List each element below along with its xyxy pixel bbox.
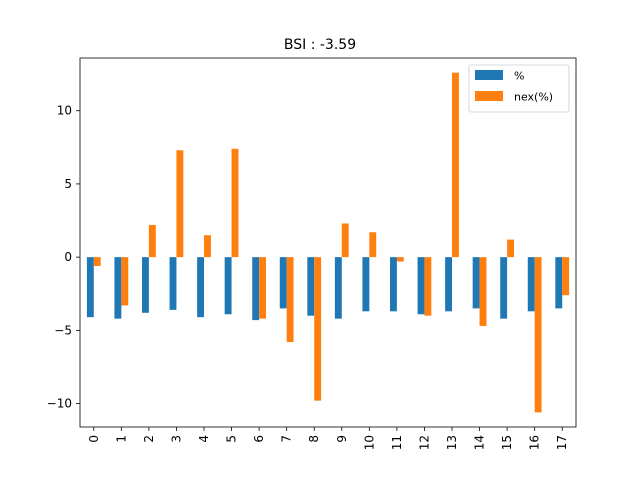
x-axis-ticks: 0 1 2 3 4 5 6 7 8 9 10 11 12 13 14 15 16 17 <box>87 427 569 450</box>
y-axis-ticks: −10 −5 0 5 10 <box>47 104 80 411</box>
x-tick-label: 17 <box>555 435 569 450</box>
bar-nex-14 <box>479 257 487 326</box>
y-tick-label: 5 <box>64 177 72 191</box>
bar-nex-3 <box>176 150 184 258</box>
x-tick-label: 1 <box>114 435 128 443</box>
legend-label-percent: % <box>514 70 524 83</box>
bar-nex-17 <box>562 257 570 296</box>
bar-percent-12 <box>417 257 425 315</box>
bar-percent-1 <box>114 257 122 319</box>
x-tick-label: 4 <box>197 435 211 443</box>
bars-group <box>86 72 570 413</box>
bar-nex-4 <box>204 235 211 258</box>
bar-percent-2 <box>142 257 149 313</box>
bar-nex-11 <box>396 257 404 262</box>
x-tick-label: 0 <box>87 435 101 443</box>
bar-percent-15 <box>500 257 508 319</box>
bar-nex-15 <box>507 239 514 258</box>
bar-nex-10 <box>369 232 377 258</box>
x-tick-label: 7 <box>280 435 294 443</box>
legend-swatch-nex-percent <box>475 91 503 101</box>
bar-nex-12 <box>424 257 432 316</box>
bar-nex-6 <box>259 257 266 319</box>
x-tick-label: 3 <box>169 435 183 443</box>
bar-percent-4 <box>197 257 204 318</box>
bar-nex-0 <box>93 257 101 266</box>
bar-nex-13 <box>452 72 459 258</box>
legend-swatch-percent <box>475 70 503 80</box>
x-tick-label: 8 <box>307 435 321 443</box>
x-tick-label: 2 <box>142 435 156 443</box>
y-tick-label: 10 <box>57 104 72 118</box>
bar-nex-7 <box>286 257 294 343</box>
y-tick-label: −10 <box>47 397 72 411</box>
bar-percent-11 <box>390 257 397 312</box>
bar-percent-0 <box>86 257 94 318</box>
bar-nex-1 <box>121 257 129 306</box>
x-tick-label: 10 <box>362 435 376 450</box>
legend: % nex(%) <box>468 64 570 113</box>
bar-percent-8 <box>307 257 315 316</box>
bar-nex-9 <box>341 223 349 258</box>
bar-percent-10 <box>362 257 370 312</box>
bar-percent-3 <box>169 257 177 310</box>
chart-title: BSI : -3.59 <box>284 37 356 53</box>
x-tick-label: 11 <box>390 435 404 450</box>
x-tick-label: 16 <box>528 435 542 450</box>
x-tick-label: 9 <box>335 435 349 443</box>
bar-percent-7 <box>279 257 287 309</box>
x-tick-label: 5 <box>225 435 239 443</box>
bar-percent-6 <box>252 257 260 321</box>
x-tick-label: 6 <box>252 435 266 443</box>
bar-percent-17 <box>555 257 563 309</box>
x-tick-label: 14 <box>473 435 487 450</box>
x-tick-label: 12 <box>417 435 431 450</box>
bar-nex-5 <box>231 148 239 258</box>
plot-area-frame <box>79 57 577 428</box>
bar-percent-9 <box>334 257 342 319</box>
bar-nex-8 <box>314 257 322 401</box>
x-tick-label: 15 <box>500 435 514 450</box>
y-tick-label: 0 <box>64 250 72 264</box>
x-tick-label: 13 <box>445 435 459 450</box>
y-tick-label: −5 <box>54 323 72 337</box>
bar-percent-13 <box>445 257 452 312</box>
bar-nex-16 <box>534 257 542 413</box>
bar-percent-5 <box>224 257 232 315</box>
bar-percent-14 <box>472 257 480 309</box>
bar-nex-2 <box>148 224 156 258</box>
bar-percent-16 <box>527 257 535 312</box>
legend-label-nex-percent: nex(%) <box>514 91 553 104</box>
